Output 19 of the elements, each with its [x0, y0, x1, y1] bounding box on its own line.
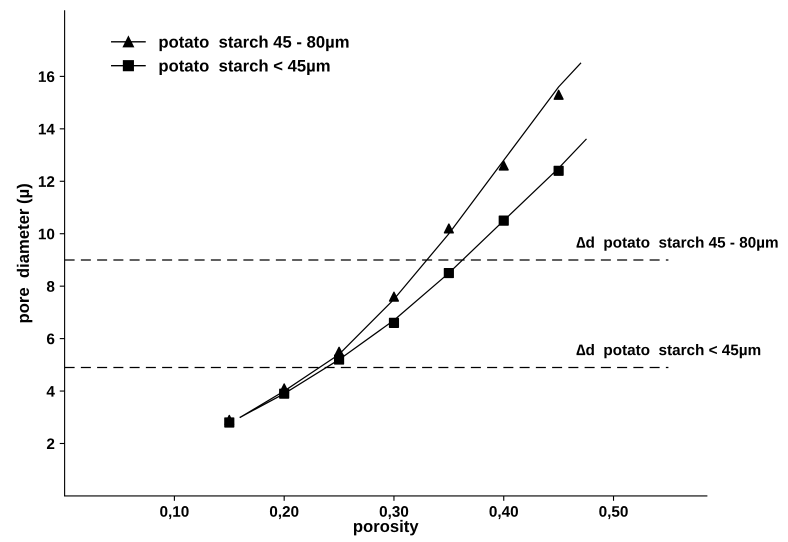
legend-label: potato starch 45 - 80µm	[159, 36, 348, 52]
x-tick-label: 0,30	[380, 506, 408, 520]
y-tick-label: 14	[38, 124, 55, 134]
y-tick-label: 4	[46, 386, 55, 397]
x-tick-label: 0,10	[160, 506, 189, 520]
y-axis-title: pore diameter (µ)	[16, 184, 32, 322]
y-tick-label: 8	[46, 281, 54, 292]
x-axis-title: porosity	[354, 520, 419, 536]
y-tick-label: 12	[38, 176, 54, 187]
x-tick-label: 0,40	[489, 506, 518, 520]
ref-line-label: ∆d potato starch 45 - 80µm	[576, 236, 778, 251]
y-tick-label: 2	[46, 438, 54, 450]
y-tick-label: 6	[46, 333, 54, 344]
legend-label: potato starch < 45µm	[159, 59, 330, 75]
y-tick-label: 10	[38, 228, 54, 240]
x-tick-label: 0,20	[270, 506, 298, 520]
x-tick-label: 0,50	[599, 506, 628, 520]
ref-line-label: ∆d potato starch < 45µm	[576, 344, 760, 358]
y-tick-label: 16	[38, 71, 54, 82]
